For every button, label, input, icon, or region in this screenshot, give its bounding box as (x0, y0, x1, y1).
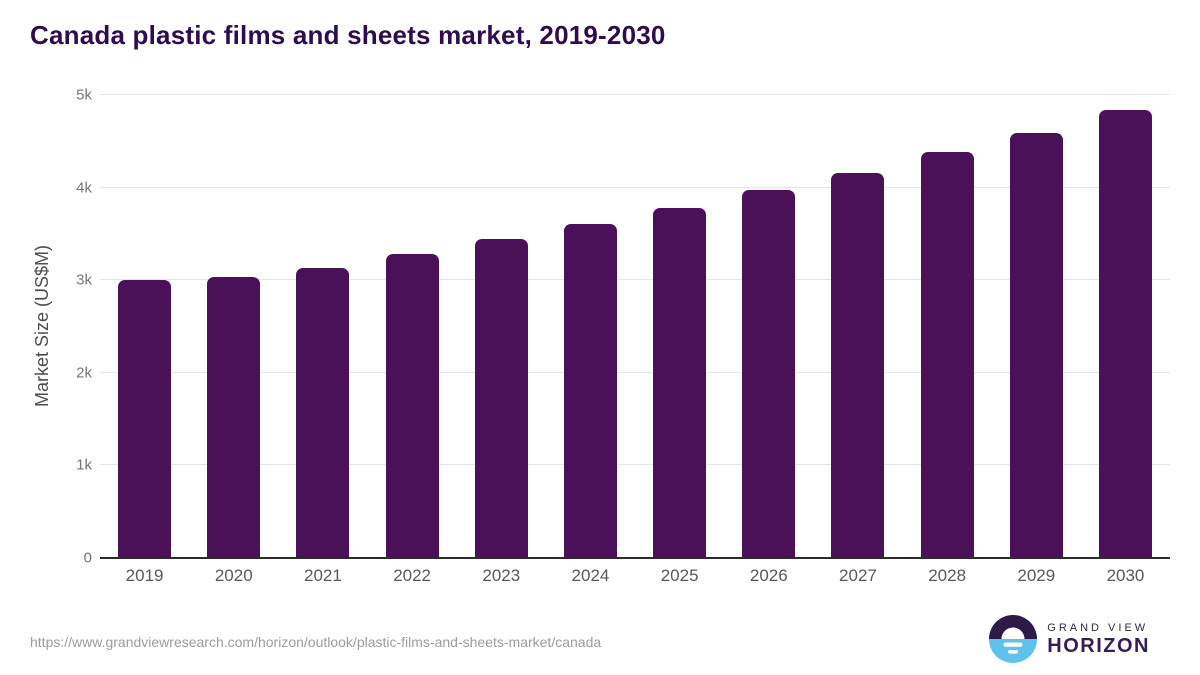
bar-2027[interactable] (831, 172, 885, 558)
bar-2028[interactable] (920, 152, 974, 558)
bar-slot (992, 95, 1081, 558)
x-tick-label: 2021 (304, 566, 342, 585)
x-tick-label: 2029 (1017, 566, 1056, 585)
brand-text: GRAND VIEW HORIZON (1047, 622, 1150, 656)
x-tick-label: 2019 (125, 566, 164, 585)
x-tick-label: 2025 (660, 566, 699, 585)
x-tick-label: 2022 (393, 566, 432, 585)
brand-logo: GRAND VIEW HORIZON (989, 615, 1150, 663)
gridline (100, 94, 1170, 95)
y-axis-title: Market Size (US$M) (30, 95, 54, 558)
x-tick-label: 2028 (928, 566, 967, 585)
grand-view-horizon-icon (989, 615, 1038, 663)
gridline (100, 464, 1170, 466)
bar-2029[interactable] (1009, 132, 1063, 558)
bar-slot (1081, 95, 1170, 558)
x-tick-label: 2027 (839, 566, 877, 585)
chart-title: Canada plastic films and sheets market, … (30, 20, 666, 50)
brand-name-bottom: HORIZON (1047, 635, 1150, 657)
y-tick-label: 5k (76, 86, 92, 104)
bar-2022[interactable] (385, 254, 439, 558)
bar-2026[interactable] (742, 190, 796, 558)
bar-slot (813, 95, 902, 558)
bar-2030[interactable] (1098, 109, 1152, 558)
y-tick-label: 4k (76, 179, 92, 197)
bar-series (100, 95, 1170, 558)
source-url: https://www.grandviewresearch.com/horizo… (30, 634, 602, 650)
gridline (100, 186, 1170, 188)
x-tick-label: 2030 (1106, 566, 1145, 585)
x-tick-label: 2024 (571, 566, 610, 585)
bar-2025[interactable] (653, 207, 707, 558)
brand-name-top: GRAND VIEW (1047, 622, 1149, 634)
bar-2024[interactable] (563, 223, 617, 558)
bar-2019[interactable] (118, 280, 172, 558)
bar-slot (278, 95, 367, 558)
bar-2020[interactable] (207, 276, 261, 558)
bar-slot (546, 95, 635, 558)
bar-slot (189, 95, 278, 558)
y-tick-label: 0 (83, 549, 92, 567)
bar-slot (457, 95, 546, 558)
y-tick-label: 1k (76, 456, 92, 474)
bar-slot (903, 95, 992, 558)
gridline (100, 279, 1170, 281)
y-axis-tick-labels: 0 1k 2k 3k 4k 5k (52, 88, 92, 566)
bar-slot (635, 95, 724, 558)
bar-slot (724, 95, 813, 558)
x-tick-label: 2023 (482, 566, 521, 585)
y-tick-label: 3k (76, 271, 92, 289)
bar-slot (368, 95, 457, 558)
bar-2021[interactable] (296, 268, 350, 558)
x-axis-tick-labels: 2019 2020 2021 2022 2023 2024 2025 2026 2027 2028… (100, 566, 1170, 586)
gridline (100, 371, 1170, 373)
plot-area (100, 94, 1170, 559)
y-tick-label: 2k (76, 364, 92, 382)
y-axis-title-text: Market Size (US$M) (31, 245, 52, 408)
x-axis-line (100, 557, 1170, 559)
bar-slot (100, 95, 189, 558)
bar-2023[interactable] (474, 239, 528, 558)
x-tick-label: 2026 (749, 566, 788, 585)
x-tick-label: 2020 (214, 566, 253, 585)
